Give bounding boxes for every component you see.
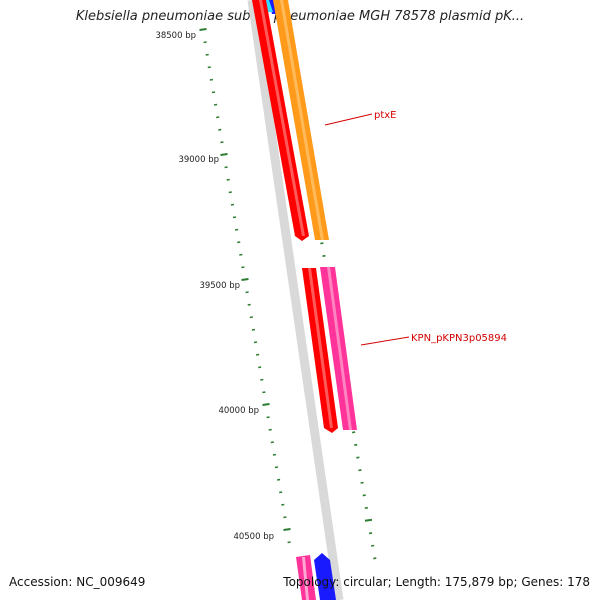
minor-tick — [274, 466, 279, 469]
minor-tick — [373, 557, 377, 560]
backbone — [247, 0, 344, 600]
ruler-ticks — [199, 28, 377, 560]
minor-tick — [320, 242, 324, 245]
minor-tick — [245, 291, 249, 294]
minor-tick — [203, 41, 207, 44]
minor-tick — [272, 453, 277, 456]
minor-tick — [241, 266, 245, 269]
minor-tick — [266, 416, 270, 419]
minor-tick — [220, 141, 224, 144]
minor-tick — [218, 128, 222, 131]
minor-tick — [234, 228, 239, 231]
minor-tick — [279, 491, 283, 494]
map-title: Klebsiella pneumoniae subsp. pneumoniae … — [75, 9, 525, 24]
minor-tick — [268, 428, 272, 431]
minor-tick — [224, 166, 228, 169]
minor-tick — [360, 481, 364, 484]
minor-tick — [207, 66, 211, 69]
summary-text: Topology: circular; Length: 175,879 bp; … — [283, 575, 590, 589]
minor-tick — [253, 341, 258, 344]
minor-tick — [209, 78, 214, 81]
minor-tick — [260, 378, 264, 381]
minor-tick — [262, 391, 266, 394]
label-KPN_pKPN3p05894[interactable]: KPN_pKPN3p05894 — [411, 333, 507, 344]
minor-tick — [270, 441, 274, 444]
minor-tick — [205, 53, 209, 56]
minor-tick — [287, 541, 291, 544]
ruler-label-40500: 40500 bp — [233, 532, 274, 542]
major-tick — [262, 403, 270, 406]
minor-tick — [239, 253, 243, 256]
minor-tick — [228, 191, 232, 194]
minor-tick — [276, 478, 281, 481]
minor-tick — [226, 178, 230, 181]
minor-tick — [356, 456, 360, 459]
gene-blue-bottom[interactable] — [314, 553, 336, 600]
minor-tick — [322, 254, 326, 257]
label-ptxE[interactable]: ptxE — [374, 110, 397, 121]
minor-tick — [371, 544, 375, 547]
minor-tick — [213, 103, 218, 106]
minor-tick — [255, 353, 260, 356]
feature-callouts: ptxE KPN_pKPN3p05894 — [324, 110, 507, 346]
ruler-label-39000: 39000 bp — [178, 155, 219, 165]
minor-tick — [232, 216, 237, 219]
minor-tick — [251, 328, 256, 331]
minor-tick — [354, 443, 358, 446]
minor-tick — [358, 469, 362, 472]
ruler-label-39500: 39500 bp — [199, 281, 240, 291]
gene-features[interactable] — [252, 0, 357, 600]
minor-tick — [247, 303, 251, 306]
minor-tick — [258, 366, 262, 369]
major-tick — [241, 278, 249, 281]
accession-text: Accession: NC_009649 — [9, 575, 146, 589]
minor-tick — [211, 91, 216, 94]
ruler-label-38500: 38500 bp — [155, 31, 196, 41]
minor-tick — [351, 431, 356, 434]
major-tick — [220, 153, 228, 156]
minor-tick — [362, 494, 366, 497]
minor-tick — [283, 516, 287, 519]
major-tick — [364, 518, 373, 522]
minor-tick — [230, 203, 235, 206]
minor-tick — [216, 116, 220, 119]
minor-tick — [364, 506, 368, 509]
ruler-label-40000: 40000 bp — [218, 406, 259, 416]
minor-tick — [237, 241, 241, 244]
ruler-labels: 38500 bp 39000 bp 39500 bp 40000 bp 4050… — [155, 31, 274, 542]
minor-tick — [368, 532, 373, 535]
major-tick — [283, 528, 291, 531]
minor-tick — [281, 503, 285, 506]
minor-tick — [249, 316, 253, 319]
major-tick — [199, 28, 207, 31]
